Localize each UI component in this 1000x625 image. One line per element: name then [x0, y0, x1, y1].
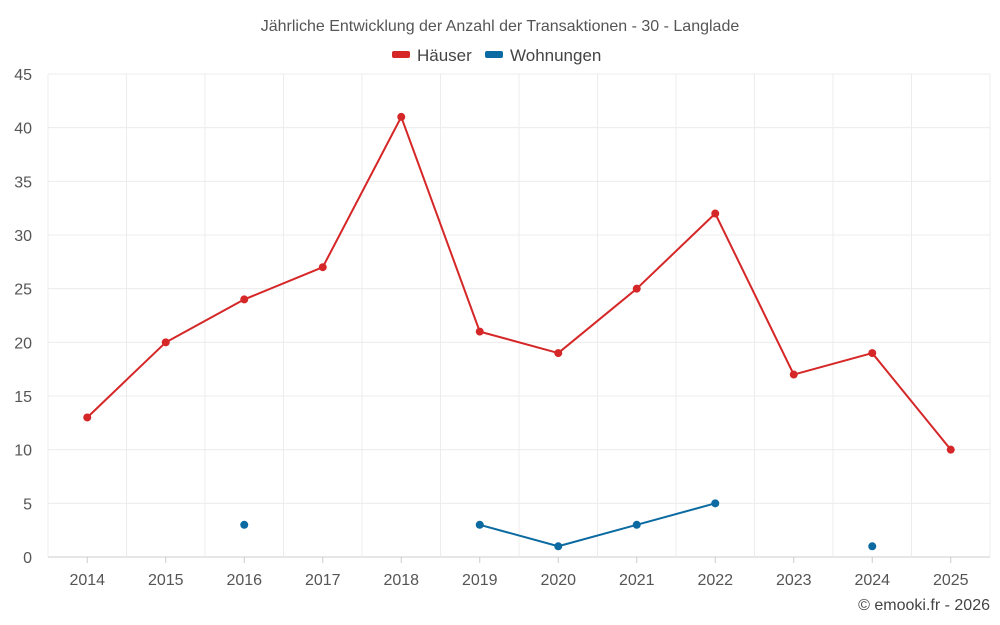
legend-swatch-wohnungen — [485, 51, 503, 58]
legend-label-haeuser[interactable]: Häuser — [417, 46, 472, 65]
x-tick-label: 2019 — [462, 572, 498, 589]
x-tick-label: 2014 — [69, 572, 105, 589]
data-point-haeuser[interactable] — [711, 209, 720, 218]
y-tick-label: 30 — [14, 228, 32, 245]
data-point-haeuser[interactable] — [318, 263, 327, 272]
y-tick-label: 0 — [23, 550, 32, 567]
chart-title: Jährliche Entwicklung der Anzahl der Tra… — [261, 18, 740, 35]
series-line-haeuser — [86, 115, 952, 451]
legend-label-wohnungen[interactable]: Wohnungen — [510, 46, 601, 65]
x-tick-label: 2025 — [933, 572, 969, 589]
x-axis: 2014 2015 2016 2017 2018 2019 2020 2021 2022 2023… — [69, 557, 969, 589]
data-point-haeuser[interactable] — [83, 413, 92, 422]
y-tick-label: 35 — [14, 174, 32, 191]
x-tick-label: 2016 — [226, 572, 262, 589]
y-tick-label: 15 — [14, 389, 32, 406]
gridlines — [47, 73, 991, 558]
data-point-haeuser[interactable] — [789, 370, 798, 379]
data-point-haeuser[interactable] — [240, 295, 249, 304]
y-axis: 0 5 10 15 20 25 30 35 40 45 — [14, 67, 32, 567]
x-tick-label: 2018 — [383, 572, 419, 589]
data-point-haeuser[interactable] — [161, 338, 170, 347]
legend-swatch-haeuser — [392, 51, 410, 58]
data-point-haeuser[interactable] — [868, 349, 877, 358]
data-point-wohnungen[interactable] — [554, 542, 563, 551]
data-point-haeuser[interactable] — [946, 445, 955, 454]
y-tick-label: 40 — [14, 121, 32, 138]
x-tick-label: 2022 — [697, 572, 733, 589]
data-point-haeuser[interactable] — [397, 112, 406, 121]
series-line-wohnungen — [479, 502, 716, 548]
legend[interactable]: Häuser Wohnungen — [392, 46, 601, 65]
data-point-haeuser[interactable] — [475, 327, 484, 336]
data-point-wohnungen[interactable] — [632, 520, 641, 529]
data-point-wohnungen[interactable] — [868, 542, 877, 551]
data-point-wohnungen[interactable] — [711, 499, 720, 508]
x-tick-label: 2024 — [854, 572, 890, 589]
y-tick-label: 20 — [14, 335, 32, 352]
y-tick-label: 45 — [14, 67, 32, 84]
x-tick-label: 2015 — [148, 572, 184, 589]
data-point-haeuser[interactable] — [554, 349, 563, 358]
y-tick-label: 5 — [23, 496, 32, 513]
y-tick-label: 10 — [14, 443, 32, 460]
data-point-wohnungen[interactable] — [240, 520, 249, 529]
x-tick-label: 2020 — [540, 572, 576, 589]
credit-text: © emooki.fr - 2026 — [858, 597, 990, 614]
series — [83, 112, 955, 551]
data-point-wohnungen[interactable] — [475, 520, 484, 529]
x-tick-label: 2021 — [619, 572, 655, 589]
x-tick-label: 2017 — [305, 572, 341, 589]
data-point-haeuser[interactable] — [632, 284, 641, 293]
x-tick-label: 2023 — [776, 572, 812, 589]
y-tick-label: 25 — [14, 282, 32, 299]
